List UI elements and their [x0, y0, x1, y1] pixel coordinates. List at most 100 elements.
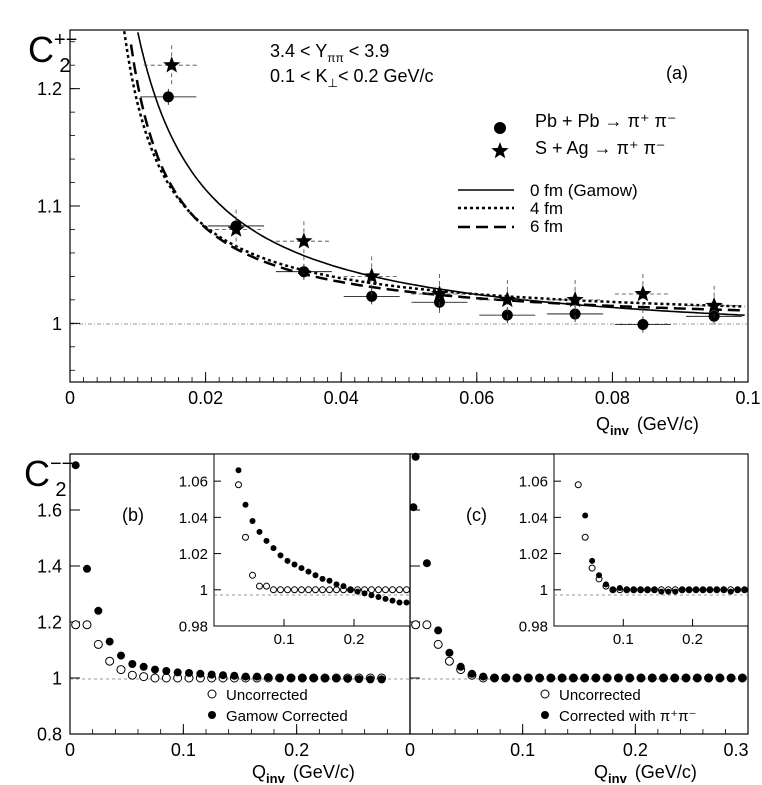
x-tick-label: 0.1 [510, 740, 535, 760]
y-tick-label: 0.98 [179, 618, 208, 635]
data-point-filled [727, 588, 734, 595]
legend-marker-uncorrected-b [207, 689, 217, 699]
legend-marker-uncorrected-c [540, 689, 550, 699]
data-point-filled [546, 674, 555, 682]
data-point-open [375, 586, 382, 594]
data-point-circle [162, 91, 174, 103]
data-point-filled [558, 674, 567, 682]
data-point-open [150, 673, 160, 683]
data-point-open [71, 620, 81, 630]
data-point-open [389, 586, 396, 594]
data-point-filled [332, 674, 341, 683]
data-point-filled [648, 674, 657, 682]
data-point-filled [693, 586, 700, 593]
data-point-open [403, 586, 410, 594]
data-point-filled [513, 674, 522, 682]
data-point-filled [672, 588, 679, 595]
data-point-filled [411, 452, 420, 461]
data-point-filled [741, 586, 748, 593]
data-point-open [326, 586, 333, 594]
data-point-filled [713, 586, 720, 593]
legend-label-6fm: 6 fm [530, 217, 563, 236]
data-point-filled [636, 674, 645, 682]
y-tick-label: 1.06 [179, 474, 208, 491]
data-point-filled [377, 675, 386, 684]
inset-c: 0.1 0.2 0.98 1 1.02 1.04 1.06 [519, 453, 749, 648]
data-point-open [116, 665, 126, 675]
x-axis-label-a: Qinv (GeV/c) [596, 414, 699, 438]
data-point-filled [479, 672, 488, 681]
data-point-filled [354, 588, 361, 595]
legend-label-corrected-c: Corrected with π⁺π⁻ [559, 708, 696, 725]
panel-c: 0.1 0.2 0.3 (c) 0.1 0.2 0.98 1 1.02 1.04 1.06 Un… [409, 452, 749, 785]
data-point-filled [582, 512, 589, 519]
data-point-open [396, 586, 403, 594]
inset-b-ticks: 0.1 0.2 0.98 1 1.02 1.04 1.06 [179, 474, 365, 648]
y-tick-label: 1.6 [37, 500, 62, 520]
data-point-filled [699, 586, 706, 593]
y-tick-label: 1 [200, 582, 208, 599]
data-point-filled [270, 545, 277, 552]
data-point-filled [609, 586, 616, 593]
y-axis-label-a: C+− 2 [28, 29, 77, 77]
legend-a: Pb + Pb → π⁺ π⁻ S + Ag → π⁺ π⁻ 0 fm (Gam… [458, 111, 676, 236]
data-point-filled [715, 674, 724, 682]
x-tick-label: 0.1 [735, 388, 760, 408]
data-point-filled [569, 674, 578, 682]
data-point-filled [368, 592, 375, 599]
y-tick-label: 1.4 [37, 556, 62, 576]
data-point-filled [151, 665, 159, 674]
x-tick-label: 0.2 [623, 740, 648, 760]
data-point-filled [139, 662, 148, 671]
data-point-filled [263, 537, 270, 544]
data-point-open [298, 586, 305, 594]
curve-dashed [129, 44, 745, 312]
data-point-filled [467, 669, 476, 678]
data-point-filled [105, 637, 114, 646]
data-point-filled [366, 675, 375, 684]
y-tick-label: 1.2 [37, 612, 62, 632]
data-point-filled [173, 668, 182, 677]
data-point-open [82, 620, 92, 630]
data-point-filled [434, 626, 443, 635]
data-point-filled [117, 651, 125, 660]
data-point-filled [616, 584, 623, 591]
data-point-filled [580, 674, 589, 682]
data-point-open [574, 481, 582, 489]
data-point-filled [207, 670, 216, 679]
y-tick-label: 1 [52, 314, 62, 334]
data-point-filled [596, 572, 603, 579]
data-point-filled [644, 586, 651, 593]
panel-c-ticks: 0.1 0.2 0.3 [409, 509, 749, 760]
y-axis-label-b: C−− 2 [24, 453, 73, 501]
data-point-open [411, 620, 421, 630]
data-point-filled [693, 674, 702, 682]
panel-label-c: (c) [466, 505, 487, 525]
data-point-open [333, 586, 340, 594]
data-point-open [139, 672, 149, 682]
data-point-star [498, 290, 516, 308]
data-point-filled [256, 528, 263, 535]
y-tick-label: 0.8 [37, 724, 62, 744]
legend-marker-pbpb [494, 122, 506, 134]
data-point-filled [196, 669, 205, 678]
data-point-filled [219, 671, 227, 680]
legend-marker-corrected-c [541, 711, 549, 719]
panel-label-a: (a) [666, 63, 688, 83]
x-tick-label: 0 [405, 740, 415, 760]
x-axis-label-b: Qinv (GeV/c) [252, 762, 355, 785]
data-point-filled [706, 586, 713, 593]
data-point-filled [275, 674, 284, 682]
legend-marker-gamow-b [208, 711, 216, 719]
data-point-filled [298, 674, 307, 682]
data-point-filled [249, 517, 256, 524]
x-tick-label: 0.04 [324, 388, 359, 408]
x-tick-label: 0.2 [344, 631, 365, 648]
data-point-open [263, 582, 270, 590]
data-point-filled [305, 568, 312, 575]
data-point-filled [343, 674, 352, 683]
legend-label-sag: S + Ag → π⁺ π⁻ [535, 138, 665, 158]
data-point-filled [658, 588, 665, 595]
data-point-filled [422, 559, 431, 568]
